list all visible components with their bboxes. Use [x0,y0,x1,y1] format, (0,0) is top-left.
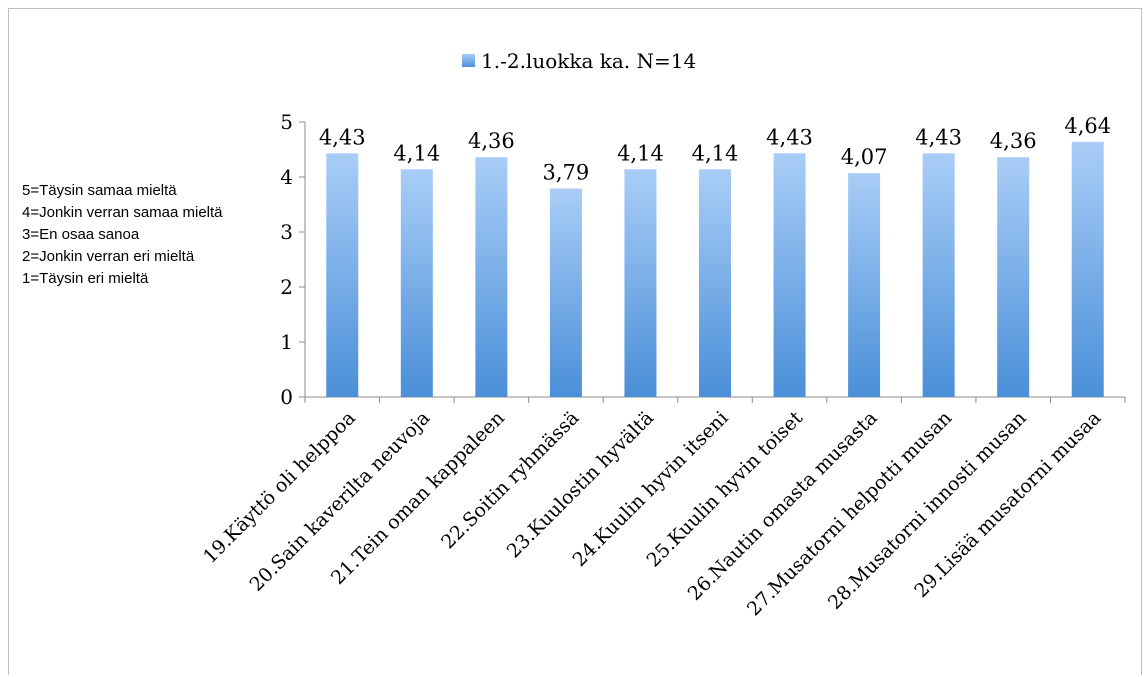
data-labels: 4,43 4,14 4,36 3,79 4,14 4,14 4,43 4,07 4,43 4,36… [319,114,1111,185]
y-tick-label: 3 [280,220,293,244]
data-label: 4,36 [990,129,1037,153]
scale-note-line: 4=Jonkin verran samaa mieltä [22,204,223,221]
category-label: 22.Soitin ryhmässä [437,407,583,553]
bar [773,153,806,397]
data-label: 4,43 [915,125,962,149]
legend-label: 1.-2.luokka ka. N=14 [481,49,696,73]
bar [997,157,1030,397]
bar [1071,141,1104,397]
data-label: 4,36 [468,129,515,153]
legend-swatch [462,54,475,67]
bar [699,169,731,397]
scale-note-line: 2=Jonkin verran eri mieltä [22,248,195,265]
y-tick-label: 0 [280,385,293,409]
bar [326,153,359,397]
data-label: 4,64 [1064,114,1111,138]
data-label: 4,43 [319,125,366,149]
scale-legend-note: 5=Täysin samaa mieltä 4=Jonkin verran sa… [22,180,282,290]
chart-frame [8,8,1142,675]
scale-note-line: 1=Täysin eri mieltä [22,270,149,287]
category-label: 24.Kuulin hyvin itseni [568,407,732,571]
category-label: 19.Käyttö oli helppoa [199,407,360,568]
bar [848,173,881,397]
scale-note-line: 3=En osaa sanoa [22,226,140,243]
y-tick-label: 1 [280,330,293,354]
category-label: 23.Kuulostin hyvältä [503,407,658,562]
data-label: 4,14 [692,141,739,165]
bars [326,141,1104,397]
scale-note-line: 5=Täysin samaa mieltä [22,182,177,199]
data-label: 3,79 [543,161,590,185]
data-label: 4,14 [617,141,664,165]
data-label: 4,07 [841,145,888,169]
bar [475,157,508,397]
y-tick-label: 5 [280,110,293,134]
bar [549,188,582,397]
y-tick-label: 2 [280,275,293,299]
bar [400,169,433,397]
y-tick-label: 4 [280,165,293,189]
bar [922,153,955,397]
data-label: 4,14 [393,141,440,165]
legend: 1.-2.luokka ka. N=14 [462,49,696,73]
bar [624,169,657,397]
data-label: 4,43 [766,125,813,149]
